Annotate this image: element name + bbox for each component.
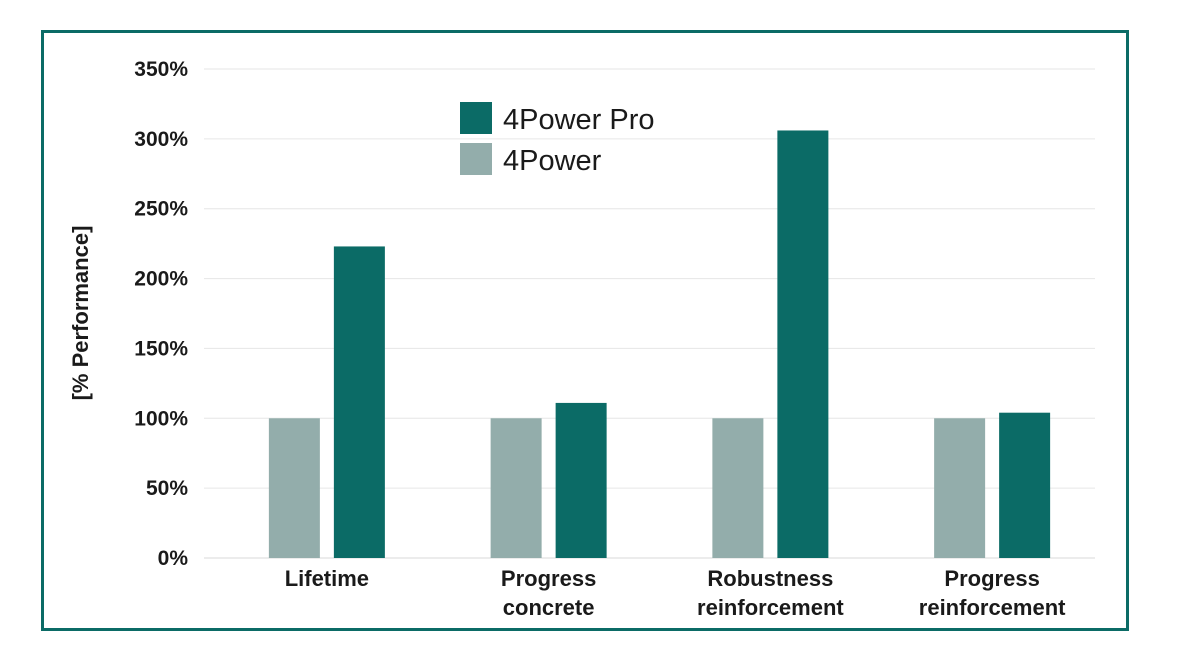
legend-swatch [460, 102, 492, 134]
legend: 4Power Pro 4Power [460, 102, 655, 177]
legend-swatch [460, 143, 492, 175]
bar-4power-pro [999, 412, 1051, 558]
y-tick-label: 200% [134, 268, 188, 291]
y-tick-label: 300% [134, 128, 188, 151]
bar-4power-pro [333, 246, 385, 559]
chart-frame [41, 30, 1129, 631]
bar-4power [490, 418, 542, 558]
x-category-label: Robustness reinforcement [697, 566, 844, 620]
y-tick-label: 100% [134, 407, 188, 430]
bar-4power [712, 418, 764, 558]
bars [268, 130, 1051, 559]
x-category-label: Progress reinforcement [919, 566, 1066, 620]
legend-label: 4Power Pro [503, 104, 655, 136]
x-category-label: Progress concrete [501, 566, 596, 620]
y-axis-ticks: 0% 50% 100% 150% 200% 250% 300% 350% [134, 58, 188, 570]
y-axis-label: [% Performance] [68, 226, 93, 401]
bar-4power [934, 418, 986, 558]
x-category-label: Lifetime [285, 566, 369, 591]
y-tick-label: 350% [134, 58, 188, 81]
y-tick-label: 0% [158, 547, 189, 570]
x-axis-categories: Lifetime Progress concrete Robustness reinfo… [285, 566, 1066, 620]
y-tick-label: 250% [134, 198, 188, 221]
y-tick-label: 50% [146, 477, 188, 500]
y-tick-label: 150% [134, 337, 188, 360]
bar-4power [268, 418, 320, 558]
legend-label: 4Power [503, 145, 602, 177]
bar-4power-pro [777, 130, 829, 558]
bar-4power-pro [555, 402, 607, 558]
